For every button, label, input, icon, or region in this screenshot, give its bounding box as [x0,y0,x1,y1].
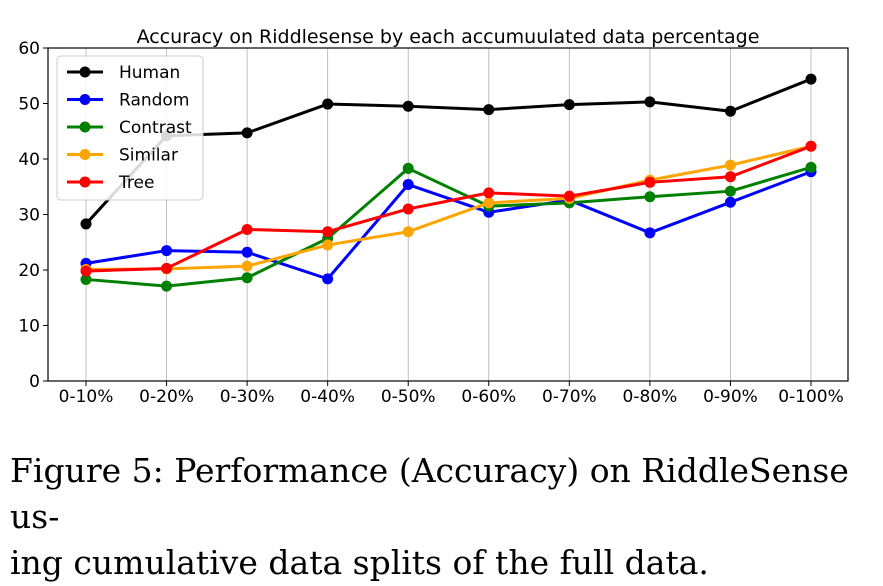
legend-label: Random [119,91,189,111]
line-chart: Accuracy on Riddlesense by each accumuul… [18,26,849,407]
data-point [80,273,92,285]
data-point [644,176,656,188]
legend-label: Similar [119,146,178,166]
legend-entry: Similar [67,146,178,166]
data-point [161,245,173,257]
legend-label: Human [119,63,180,83]
figure-caption: Figure 5: Performance (Accuracy) on Ridd… [10,448,875,586]
series-contrast [80,161,817,292]
data-point [644,191,656,203]
data-point [402,203,414,215]
legend-entry: Contrast [67,118,192,138]
legend-swatch-marker [79,121,91,133]
caption-line-1: Figure 5: Performance (Accuracy) on Ridd… [10,451,849,536]
series-line [85,165,812,288]
y-tick-label: 10 [18,317,40,337]
y-tick-label: 0 [29,372,40,392]
series-line [85,144,812,271]
data-point [241,127,253,139]
series-line [85,170,812,281]
legend-entry: Random [67,91,189,111]
data-point [402,179,414,191]
data-point [563,190,575,202]
y-tick-label: 40 [18,150,40,170]
data-point [644,227,656,239]
x-tick-label: 0-60% [461,387,516,407]
data-point [483,197,495,209]
caption-line-2: ing cumulative data splits of the full d… [10,543,709,582]
data-point [724,159,736,171]
y-tick-label: 60 [18,39,40,59]
x-tick-label: 0-40% [300,387,355,407]
data-point [322,98,334,110]
data-point [805,161,817,173]
x-tick-label: 0-30% [220,387,275,407]
data-point [724,171,736,183]
data-point [402,100,414,112]
legend: Human Random Contrast Similar Tree [56,55,204,201]
legend-swatch-marker [79,176,91,188]
x-tick-label: 0-10% [59,387,114,407]
legend-swatch-marker [79,66,91,78]
legend-swatch-marker [79,149,91,160]
data-point [322,239,334,251]
series-tree [80,140,817,277]
series-line [84,77,812,225]
chart-title: Accuracy on Riddlesense by each accumuul… [137,26,760,48]
legend-box [56,55,204,201]
data-point [563,99,575,111]
legend-entry: Human [67,63,180,83]
data-point [724,105,736,117]
x-tick-label: 0-100% [778,387,844,407]
data-point [241,272,253,284]
data-point [483,187,495,199]
x-tick-label: 0-70% [542,387,597,407]
data-point [724,185,736,197]
y-tick-label: 20 [18,261,40,281]
series-lines [80,73,817,292]
y-tick-label: 50 [18,95,40,115]
data-point [805,140,817,152]
legend-label: Tree [118,173,154,193]
legend-swatch-marker [79,94,91,105]
data-point [805,73,817,85]
data-point [724,196,736,208]
data-point [241,223,253,235]
legend-entry: Tree [67,173,154,193]
data-point [402,162,414,174]
data-point [161,280,173,292]
data-point [644,96,656,108]
x-tick-label: 0-20% [139,387,194,407]
data-point [80,265,92,277]
data-point [483,104,495,116]
series-line [85,144,812,273]
y-tick-label: 30 [18,206,40,226]
axes: 0-10% 0-20% 0-30% 0-40% 0-50% 0-60% 0-70% 0-80%… [18,39,843,407]
x-tick-label: 0-90% [703,387,758,407]
data-point [80,218,92,230]
legend-label: Contrast [119,118,192,138]
data-point [402,226,414,238]
data-point [241,246,253,258]
data-point [161,262,173,274]
data-point [322,273,334,285]
x-tick-label: 0-80% [623,387,678,407]
data-point [322,226,334,238]
x-tick-label: 0-50% [381,387,436,407]
data-point [241,260,253,272]
